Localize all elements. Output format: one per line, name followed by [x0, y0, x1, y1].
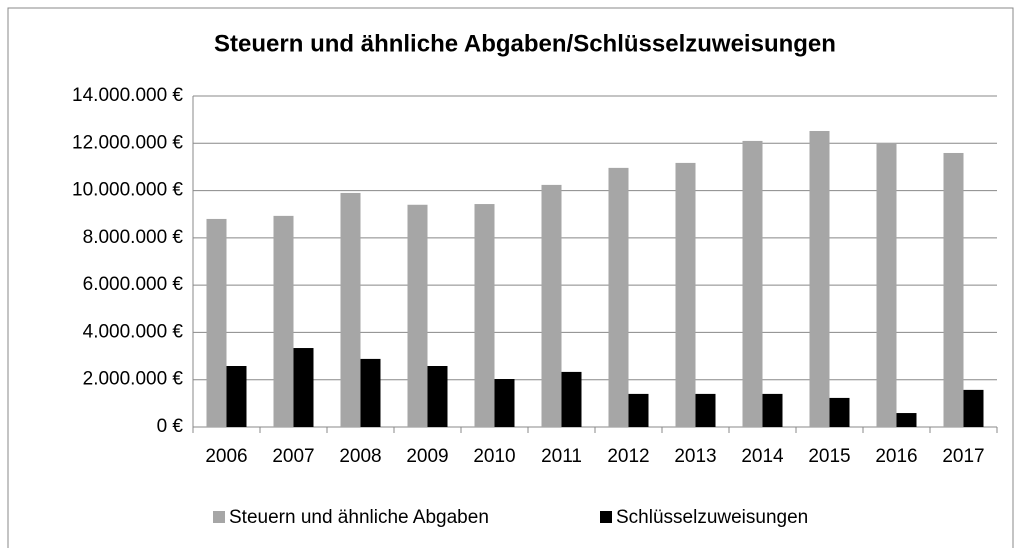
bar — [407, 204, 428, 427]
bar — [943, 152, 964, 427]
bar — [829, 397, 850, 427]
bar — [226, 366, 247, 427]
x-tick-label: 2006 — [205, 446, 247, 467]
bar — [876, 143, 897, 427]
bar — [896, 413, 917, 427]
y-tick-label: 14.000.000 € — [72, 85, 183, 106]
x-tick-label: 2012 — [607, 446, 649, 467]
x-tick-label: 2010 — [473, 446, 515, 467]
bar — [695, 393, 716, 427]
x-tick-label: 2007 — [272, 446, 314, 467]
bar — [628, 393, 649, 427]
bar — [561, 371, 582, 427]
y-tick-label: 12.000.000 € — [72, 132, 183, 153]
bar — [340, 192, 361, 427]
bar — [427, 366, 448, 427]
bar — [963, 389, 984, 427]
bar — [273, 215, 294, 427]
y-tick-label: 8.000.000 € — [83, 227, 184, 248]
legend-label: Steuern und ähnliche Abgaben — [229, 507, 489, 528]
bar — [762, 393, 783, 427]
bar — [809, 130, 830, 427]
bar — [608, 167, 629, 428]
x-tick-label: 2015 — [808, 446, 850, 467]
bar — [541, 184, 562, 427]
x-tick-label: 2008 — [339, 446, 381, 467]
chart-frame — [7, 7, 1014, 553]
y-tick-label: 2.000.000 € — [83, 369, 184, 390]
x-tick-label: 2016 — [875, 446, 917, 467]
y-tick-label: 0 € — [157, 416, 184, 437]
legend-swatch — [213, 511, 225, 523]
chart-title: Steuern und ähnliche Abgaben/Schlüsselzu… — [214, 30, 836, 57]
bar — [675, 162, 696, 427]
legend-label: Schlüsselzuweisungen — [616, 507, 808, 528]
y-tick-label: 4.000.000 € — [83, 321, 184, 342]
bar — [293, 348, 314, 427]
y-tick-label: 10.000.000 € — [72, 180, 183, 201]
bar — [494, 379, 515, 427]
x-tick-label: 2009 — [406, 446, 448, 467]
x-tick-label: 2017 — [942, 446, 984, 467]
x-tick-label: 2011 — [541, 446, 582, 467]
bar — [206, 218, 227, 427]
bar — [360, 358, 381, 427]
bar — [742, 140, 763, 427]
y-tick-label: 6.000.000 € — [83, 274, 184, 295]
x-tick-label: 2014 — [741, 446, 784, 467]
legend-swatch — [600, 511, 612, 523]
bar — [474, 204, 495, 427]
x-tick-label: 2013 — [674, 446, 716, 467]
